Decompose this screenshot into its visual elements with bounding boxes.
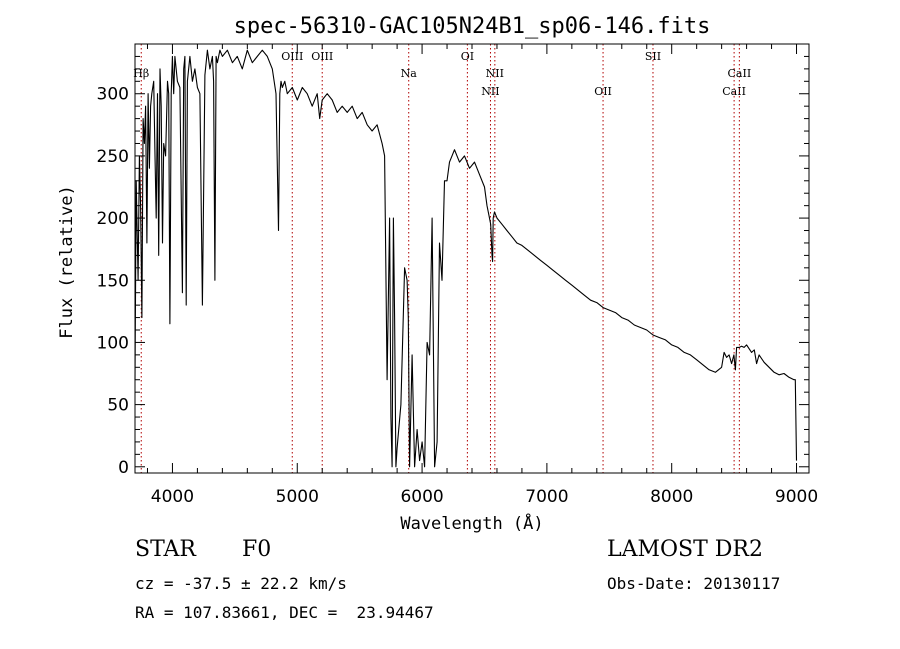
- y-tick-label-150: 150: [97, 271, 129, 291]
- x-tick-label-9000: 9000: [775, 487, 818, 507]
- line-label-4: OI: [461, 50, 474, 63]
- x-tick-label-6000: 6000: [400, 487, 443, 507]
- y-tick-label-200: 200: [97, 209, 129, 229]
- line-label-0: Hβ: [133, 67, 149, 80]
- line-label-7: OII: [594, 85, 612, 98]
- line-label-5: NII: [481, 85, 499, 98]
- x-tick-label-8000: 8000: [650, 487, 693, 507]
- y-tick-label-0: 0: [118, 458, 129, 478]
- chart-title: spec-56310-GAC105N24B1_sp06-146.fits: [234, 14, 711, 39]
- y-tick-label-50: 50: [107, 396, 129, 416]
- survey-label: LAMOST DR2: [607, 537, 763, 562]
- y-tick-label-100: 100: [97, 333, 129, 353]
- line-label-9: CaII: [722, 85, 746, 98]
- object-class: STAR: [135, 537, 196, 562]
- plot-area: Hβ OIII OIII Na OI NII NII OII SII CaII CaII 4000 50…: [97, 43, 818, 507]
- coordinates-text: RA = 107.83661, DEC = 23.94467: [135, 603, 434, 622]
- y-tick-label-300: 300: [97, 85, 129, 105]
- line-label-1: OIII: [281, 50, 303, 63]
- redshift-text: cz = -37.5 ± 22.2 km/s: [135, 574, 347, 593]
- y-axis-label: Flux (relative): [57, 185, 77, 339]
- line-label-6: NII: [486, 67, 504, 80]
- x-tick-label-4000: 4000: [151, 487, 194, 507]
- line-label-2: OIII: [311, 50, 333, 63]
- spectrum-line: [134, 49, 798, 468]
- line-label-10: CaII: [728, 67, 752, 80]
- obs-date-text: Obs-Date: 20130117: [607, 574, 781, 593]
- line-label-8: SII: [645, 50, 661, 63]
- object-subclass: F0: [242, 537, 272, 562]
- y-tick-label-250: 250: [97, 147, 129, 167]
- x-tick-label-5000: 5000: [276, 487, 319, 507]
- plot-frame: [134, 43, 810, 474]
- x-tick-label-7000: 7000: [525, 487, 568, 507]
- x-axis-label: Wavelength (Å): [400, 512, 543, 534]
- line-label-3: Na: [401, 67, 418, 80]
